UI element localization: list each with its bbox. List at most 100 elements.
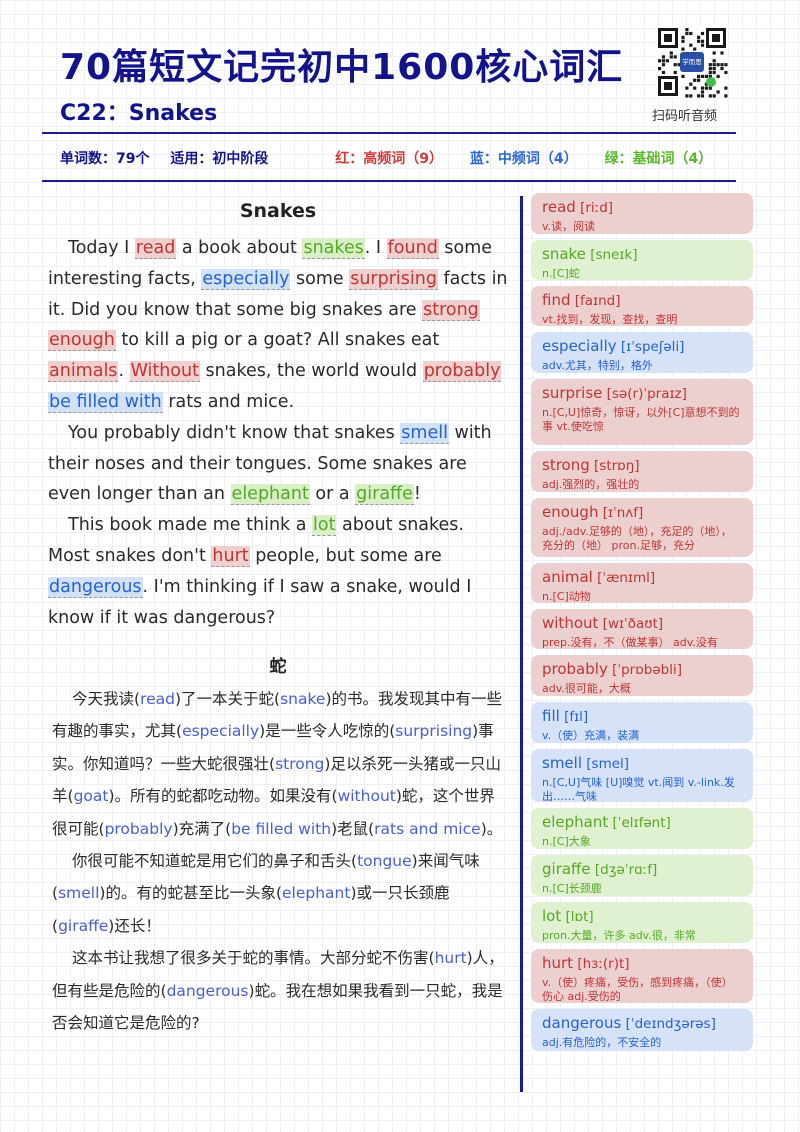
vocab-card-animal[interactable]: animal [ˈænɪml] n.[C]动物: [531, 563, 753, 603]
vocab-phonetic: [strɒŋ]: [589, 458, 640, 474]
vocab-word: dangerous: [542, 1014, 622, 1032]
vocab-headword: hurt [hɜː(r)t]: [542, 954, 742, 973]
keyword: giraffe: [355, 484, 414, 506]
keyword: read: [134, 238, 177, 259]
keyword: snakes: [302, 238, 365, 259]
level-label: 适用：初中阶段: [170, 151, 269, 167]
text-run: )人，但有些是危险的(: [52, 949, 504, 1000]
vocab-headword: lot [lɒt]: [542, 907, 742, 926]
keyword: surprising: [349, 268, 438, 290]
vocab-card-surprise[interactable]: surprise [sə(r)ˈpraɪz] n.[C,U]惊奇，惊讶，以外[C]…: [531, 379, 753, 445]
vocab-word: animal: [542, 568, 593, 586]
paragraph: This book made me think a lot about snak…: [48, 510, 510, 633]
vocab-phonetic: [ˈprɒbəbli]: [607, 662, 682, 678]
keyword: especially: [201, 268, 291, 290]
keyword: goat: [73, 787, 109, 806]
stats-divider: [42, 180, 736, 182]
vocab-card-smell[interactable]: smell [smel] n.[C,U]气味 [U]嗅觉 vt.闻到 v.-lin…: [531, 749, 753, 803]
vocab-headword: enough [ɪˈnʌf]: [542, 503, 742, 522]
vocab-card-especially[interactable]: especially [ɪˈspeʃəli] adv.尤其，特别，格外: [531, 332, 753, 373]
vocab-headword: smell [smel]: [542, 754, 742, 773]
page-title: 70篇短文记完初中1600核心词汇: [60, 47, 624, 88]
vocab-definition: pron.大量，许多 adv.很，非常: [542, 929, 696, 942]
vocab-definition: vt.找到，发现，查找，查明: [542, 313, 678, 326]
vocab-word: especially: [542, 337, 617, 355]
text-run: Today I: [68, 238, 135, 258]
keyword: Without: [129, 361, 200, 383]
text-run: .: [118, 361, 130, 382]
vocab-headword: read [riːd]: [542, 198, 742, 217]
vocab-word: without: [542, 614, 599, 632]
keyword: read: [140, 690, 175, 708]
vocab-card-probably[interactable]: probably [ˈprɒbəbli] adv.很可能，大概: [531, 655, 753, 696]
vocab-card-snake[interactable]: snake [sneɪk] n.[C]蛇: [531, 240, 753, 280]
vocab-word: hurt: [542, 954, 574, 972]
keyword: dangerous: [48, 576, 143, 598]
text-run: people, but some are: [249, 545, 442, 566]
vocab-word: strong: [542, 456, 590, 474]
vocab-word: enough: [542, 503, 599, 521]
vocab-card-dangerous[interactable]: dangerous [ˈdeɪndʒərəs] adj.有危险的，不安全的: [531, 1009, 753, 1051]
text-run: to kill a pig or a goat? All snakes eat: [115, 330, 440, 351]
text-run: )的。有的蛇甚至比一头象(: [99, 884, 282, 903]
vocab-card-elephant[interactable]: elephant [ˈelɪfənt] n.[C]大象: [531, 808, 753, 849]
vocab-headword: fill [fɪl]: [542, 707, 742, 726]
vocab-card-without[interactable]: without [wɪˈðaʊt] prep.没有，不（做某事） adv.没有: [531, 609, 753, 649]
vocab-phonetic: [sneɪk]: [585, 247, 638, 263]
vocab-card-fill[interactable]: fill [fɪl] v.（使）充满，装满: [531, 702, 753, 743]
text-run: You probably didn't know that snakes: [68, 422, 401, 443]
keyword: surprising: [395, 722, 473, 741]
vocab-card-enough[interactable]: enough [ɪˈnʌf] adj./adv.足够的（地），充足的（地），充分的…: [531, 498, 753, 557]
keyword: especially: [182, 722, 260, 741]
text-run: )事实。你知道吗？一些大蛇很强壮(: [52, 722, 494, 773]
vocab-headword: surprise [sə(r)ˈpraɪz]: [542, 384, 742, 403]
vocab-headword: snake [sneɪk]: [542, 245, 742, 264]
text-run: )蛇。我在想如果我看到一只蛇，我是否会知道它是危险的?: [52, 981, 503, 1033]
vocab-definition: adv.尤其，特别，格外: [542, 359, 653, 372]
translation-body: 今天我读(read)了一本关于蛇(snake)的书。我发现其中有一些有趣的事实，…: [52, 683, 508, 1039]
paragraph: You probably didn't know that snakes sme…: [48, 418, 510, 510]
vocab-headword: probably [ˈprɒbəbli]: [542, 660, 742, 679]
qr-code-icon[interactable]: 学而思: [656, 26, 728, 98]
keyword: dangerous: [166, 981, 249, 1000]
vocab-card-hurt[interactable]: hurt [hɜː(r)t] v.（使）疼痛，受伤，感到疼痛，（使）伤心 adj.…: [531, 949, 753, 1003]
keyword: smell: [58, 884, 100, 903]
vocab-card-read[interactable]: read [riːd] v.读，阅读: [531, 193, 753, 234]
vocab-headword: dangerous [ˈdeɪndʒərəs]: [542, 1014, 742, 1033]
vocab-headword: giraffe [dʒəˈrɑːf]: [542, 860, 742, 879]
vocab-word: lot: [542, 907, 562, 925]
keyword: smell: [400, 422, 449, 444]
keyword: strong: [275, 754, 325, 773]
vocab-definition: n.[C]大象: [542, 835, 591, 848]
text-run: )。所有的蛇都吃动物。如果没有(: [108, 787, 338, 806]
article-title: Snakes: [239, 200, 317, 222]
qr-badge-text: 学而思: [682, 57, 702, 66]
text-run: !: [413, 484, 421, 505]
keyword: lot: [312, 515, 337, 537]
vocab-headword: especially [ɪˈspeʃəli]: [542, 337, 742, 356]
vocab-word: fill: [542, 707, 560, 725]
text-run: . I: [364, 238, 387, 258]
text-run: about snakes. Most snakes don't: [48, 515, 464, 566]
legend-red: 红：高频词（9）: [335, 151, 443, 167]
text-run: )。: [480, 819, 503, 838]
vocab-card-lot[interactable]: lot [lɒt] pron.大量，许多 adv.很，非常: [531, 902, 753, 943]
text-run: rats and mice.: [162, 391, 295, 412]
vocab-card-find[interactable]: find [faɪnd] vt.找到，发现，查找，查明: [531, 286, 753, 326]
vocab-headword: without [wɪˈðaʊt]: [542, 614, 742, 633]
vocab-definition: n.[C]动物: [542, 590, 591, 603]
translation-title: 蛇: [269, 657, 287, 677]
text-run: a book about: [176, 238, 303, 258]
text-run: 今天我读(: [72, 690, 141, 708]
vocab-headword: elephant [ˈelɪfənt]: [542, 813, 742, 832]
keyword: be filled with: [231, 819, 332, 838]
keyword: tongue: [357, 852, 412, 871]
vocab-phonetic: [riːd]: [575, 200, 614, 216]
text-run: )蛇，这个世界很可能(: [52, 787, 495, 838]
text-run: )是一些令人吃惊的(: [259, 722, 396, 741]
vocab-definition: n.[C,U]气味 [U]嗅觉 vt.闻到 v.-link.发出……气味: [542, 776, 735, 803]
vocab-definition: adj.强烈的，强壮的: [542, 478, 640, 491]
vocab-card-strong[interactable]: strong [strɒŋ] adj.强烈的，强壮的: [531, 451, 753, 492]
vocab-card-giraffe[interactable]: giraffe [dʒəˈrɑːf] n.[C]长颈鹿: [531, 855, 753, 896]
vocab-phonetic: [faɪnd]: [570, 293, 621, 309]
